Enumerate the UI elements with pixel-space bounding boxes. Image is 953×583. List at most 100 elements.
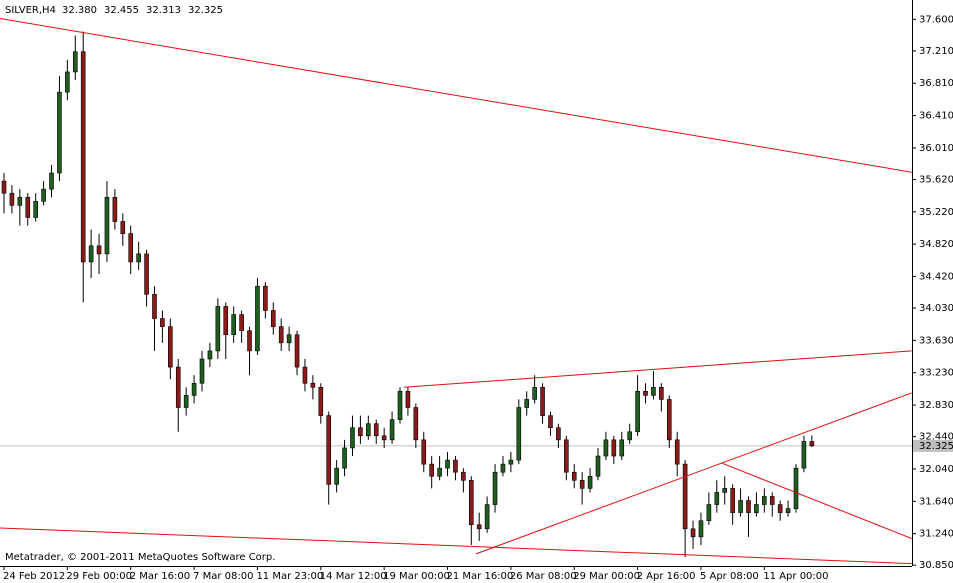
candle-body xyxy=(461,471,466,481)
candle-body xyxy=(160,318,165,327)
candle-body xyxy=(762,496,767,505)
y-tick-label: 31.240 xyxy=(919,529,953,540)
candle-body xyxy=(635,391,640,433)
y-tick-label: 33.230 xyxy=(919,368,953,379)
candle-body xyxy=(603,439,609,457)
candle-body xyxy=(413,407,419,441)
candle-body xyxy=(769,496,775,505)
candle-body xyxy=(746,500,751,513)
y-tick-label: 32.830 xyxy=(919,400,953,411)
candle-body xyxy=(556,427,561,441)
candle-body xyxy=(318,386,324,416)
trendline xyxy=(475,392,912,555)
candle-body xyxy=(80,51,86,263)
candle-body xyxy=(239,314,244,331)
candle-body xyxy=(326,415,332,485)
candle-body xyxy=(144,253,149,295)
candle-body xyxy=(366,423,371,437)
candle-body xyxy=(231,314,236,336)
candle-body xyxy=(405,391,411,408)
candle-body xyxy=(619,439,625,457)
y-tick-label: 36.010 xyxy=(919,143,953,154)
candle-body xyxy=(714,492,720,505)
price-tag-label: 32.325 xyxy=(919,441,953,452)
x-tick-label: 5 Apr 08:00 xyxy=(700,571,759,582)
candle-body xyxy=(255,285,260,352)
x-tick-label: 19 Mar 00:00 xyxy=(383,571,450,582)
candle-body xyxy=(9,192,15,206)
candle-body xyxy=(754,504,759,513)
price-tag xyxy=(913,439,953,452)
candle-body xyxy=(263,285,268,311)
candle-body xyxy=(278,326,284,344)
candle-body xyxy=(152,293,157,319)
candle-body xyxy=(809,441,815,447)
candle-body xyxy=(595,455,601,477)
candle-body xyxy=(785,508,791,513)
x-tick-label: 26 Mar 08:00 xyxy=(510,571,577,582)
candle-body xyxy=(33,201,38,218)
candle-body xyxy=(651,386,656,396)
candle-body xyxy=(41,188,46,202)
y-tick-label: 36.810 xyxy=(919,78,953,89)
candle-body xyxy=(183,395,189,408)
candle-body xyxy=(168,326,173,368)
candle-body xyxy=(294,334,300,368)
y-tick-label: 35.620 xyxy=(919,174,953,185)
trendline xyxy=(0,18,912,173)
x-tick-label: 2 Mar 16:00 xyxy=(130,571,190,582)
candle-body xyxy=(286,334,292,344)
candle-body xyxy=(1,180,7,194)
candle-body xyxy=(540,386,545,416)
candle-body xyxy=(104,196,110,255)
candle-body xyxy=(437,467,442,477)
candle-body xyxy=(65,71,70,93)
candle-body xyxy=(793,467,799,509)
candle-body xyxy=(25,196,31,218)
y-tick-label: 34.420 xyxy=(919,272,953,283)
candle-body xyxy=(730,488,735,513)
x-tick-label: 2 Apr 16:00 xyxy=(637,571,696,582)
candle-body xyxy=(524,399,530,408)
candle-body xyxy=(49,172,54,190)
candle-body xyxy=(96,245,102,255)
candle-body xyxy=(698,520,704,538)
candle-body xyxy=(587,475,593,489)
candle-body xyxy=(476,524,482,530)
candle-body xyxy=(334,467,339,485)
x-tick-label: 11 Apr 00:00 xyxy=(763,571,828,582)
x-tick-label: 29 Mar 00:00 xyxy=(573,571,640,582)
candle-body xyxy=(484,504,490,530)
candle-body xyxy=(508,459,514,465)
candle-body xyxy=(453,459,458,473)
y-tick-label: 36.410 xyxy=(919,111,953,122)
candle-body xyxy=(72,51,78,73)
y-tick-label: 33.630 xyxy=(919,335,953,346)
y-tick-label: 32.040 xyxy=(919,464,953,475)
y-tick-label: 34.820 xyxy=(919,239,953,250)
candle-body xyxy=(674,439,680,465)
y-tick-label: 35.220 xyxy=(919,207,953,218)
candle-body xyxy=(643,391,648,396)
y-tick-label: 37.600 xyxy=(919,14,953,25)
candle-body xyxy=(215,306,221,352)
candle-body xyxy=(310,382,316,388)
candle-body xyxy=(342,447,347,469)
candle-body xyxy=(57,91,62,174)
candle-body xyxy=(128,233,134,263)
candle-body xyxy=(492,471,498,505)
candle-body xyxy=(682,463,688,530)
quote-value: 32.325 xyxy=(188,5,223,16)
candle-body xyxy=(571,471,577,481)
candle-body xyxy=(627,431,632,441)
trendline xyxy=(0,527,912,565)
candle-body xyxy=(611,439,617,457)
candle-body xyxy=(532,386,537,400)
candle-body xyxy=(666,399,672,441)
candle-body xyxy=(207,350,213,360)
candle-body xyxy=(175,366,181,408)
candle-body xyxy=(579,479,585,489)
quote-value: 32.455 xyxy=(104,5,139,16)
candle-body xyxy=(706,504,712,522)
